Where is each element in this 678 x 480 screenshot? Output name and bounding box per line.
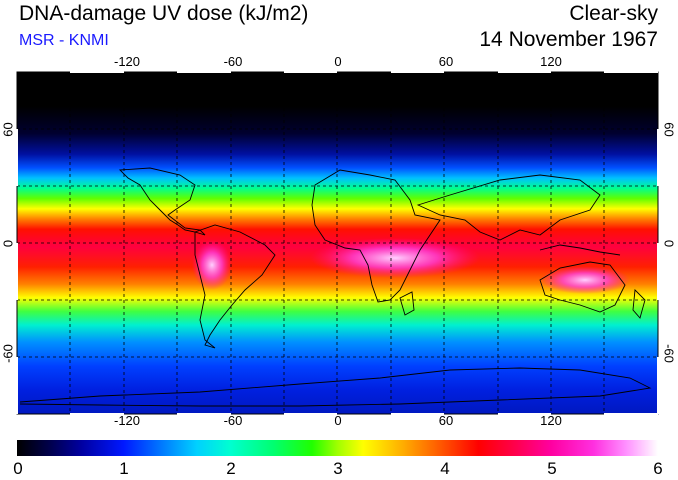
colorbar-label: 6 <box>653 459 663 478</box>
sky-condition-label: Clear-sky <box>569 2 658 25</box>
lon-tick-top: 0 <box>334 54 342 69</box>
colorbar-label: 0 <box>13 459 23 478</box>
map-title: DNA-damage UV dose (kJ/m2) <box>19 2 309 25</box>
graticule <box>17 72 658 414</box>
coastlines <box>19 167 652 407</box>
south-america-hotspot <box>192 240 232 290</box>
africa-hotspot <box>310 238 480 278</box>
lat-tick-right: 0 <box>661 239 677 248</box>
colorbar-label: 1 <box>119 459 129 478</box>
lat-tick-left: 0 <box>0 239 16 248</box>
colorbar-label: 5 <box>547 459 557 478</box>
lat-tick-right: -60 <box>661 344 677 363</box>
color-scale-bar <box>17 440 658 456</box>
lat-tick-left: -60 <box>0 344 16 363</box>
lon-tick-bottom: 120 <box>540 413 562 428</box>
colorbar-label: 2 <box>226 459 236 478</box>
colorbar-label: 4 <box>440 459 450 478</box>
lat-tick-left: 60 <box>0 122 16 137</box>
lat-tick-right: 60 <box>661 122 677 137</box>
australia-hotspot <box>540 266 630 294</box>
lon-tick-top: -120 <box>113 54 141 69</box>
map-frame <box>15 70 660 416</box>
lon-tick-top: 120 <box>540 54 562 69</box>
lon-tick-bottom: 0 <box>334 413 342 428</box>
lon-tick-bottom: -60 <box>223 413 243 428</box>
colorbar-label: 3 <box>333 459 343 478</box>
lon-tick-bottom: 60 <box>438 413 454 428</box>
map-subtitle: MSR - KNMI <box>19 32 109 49</box>
lon-tick-bottom: -120 <box>113 413 141 428</box>
lon-tick-top: -60 <box>223 54 243 69</box>
lon-tick-top: 60 <box>438 54 454 69</box>
map-date: 14 November 1967 <box>479 28 658 51</box>
